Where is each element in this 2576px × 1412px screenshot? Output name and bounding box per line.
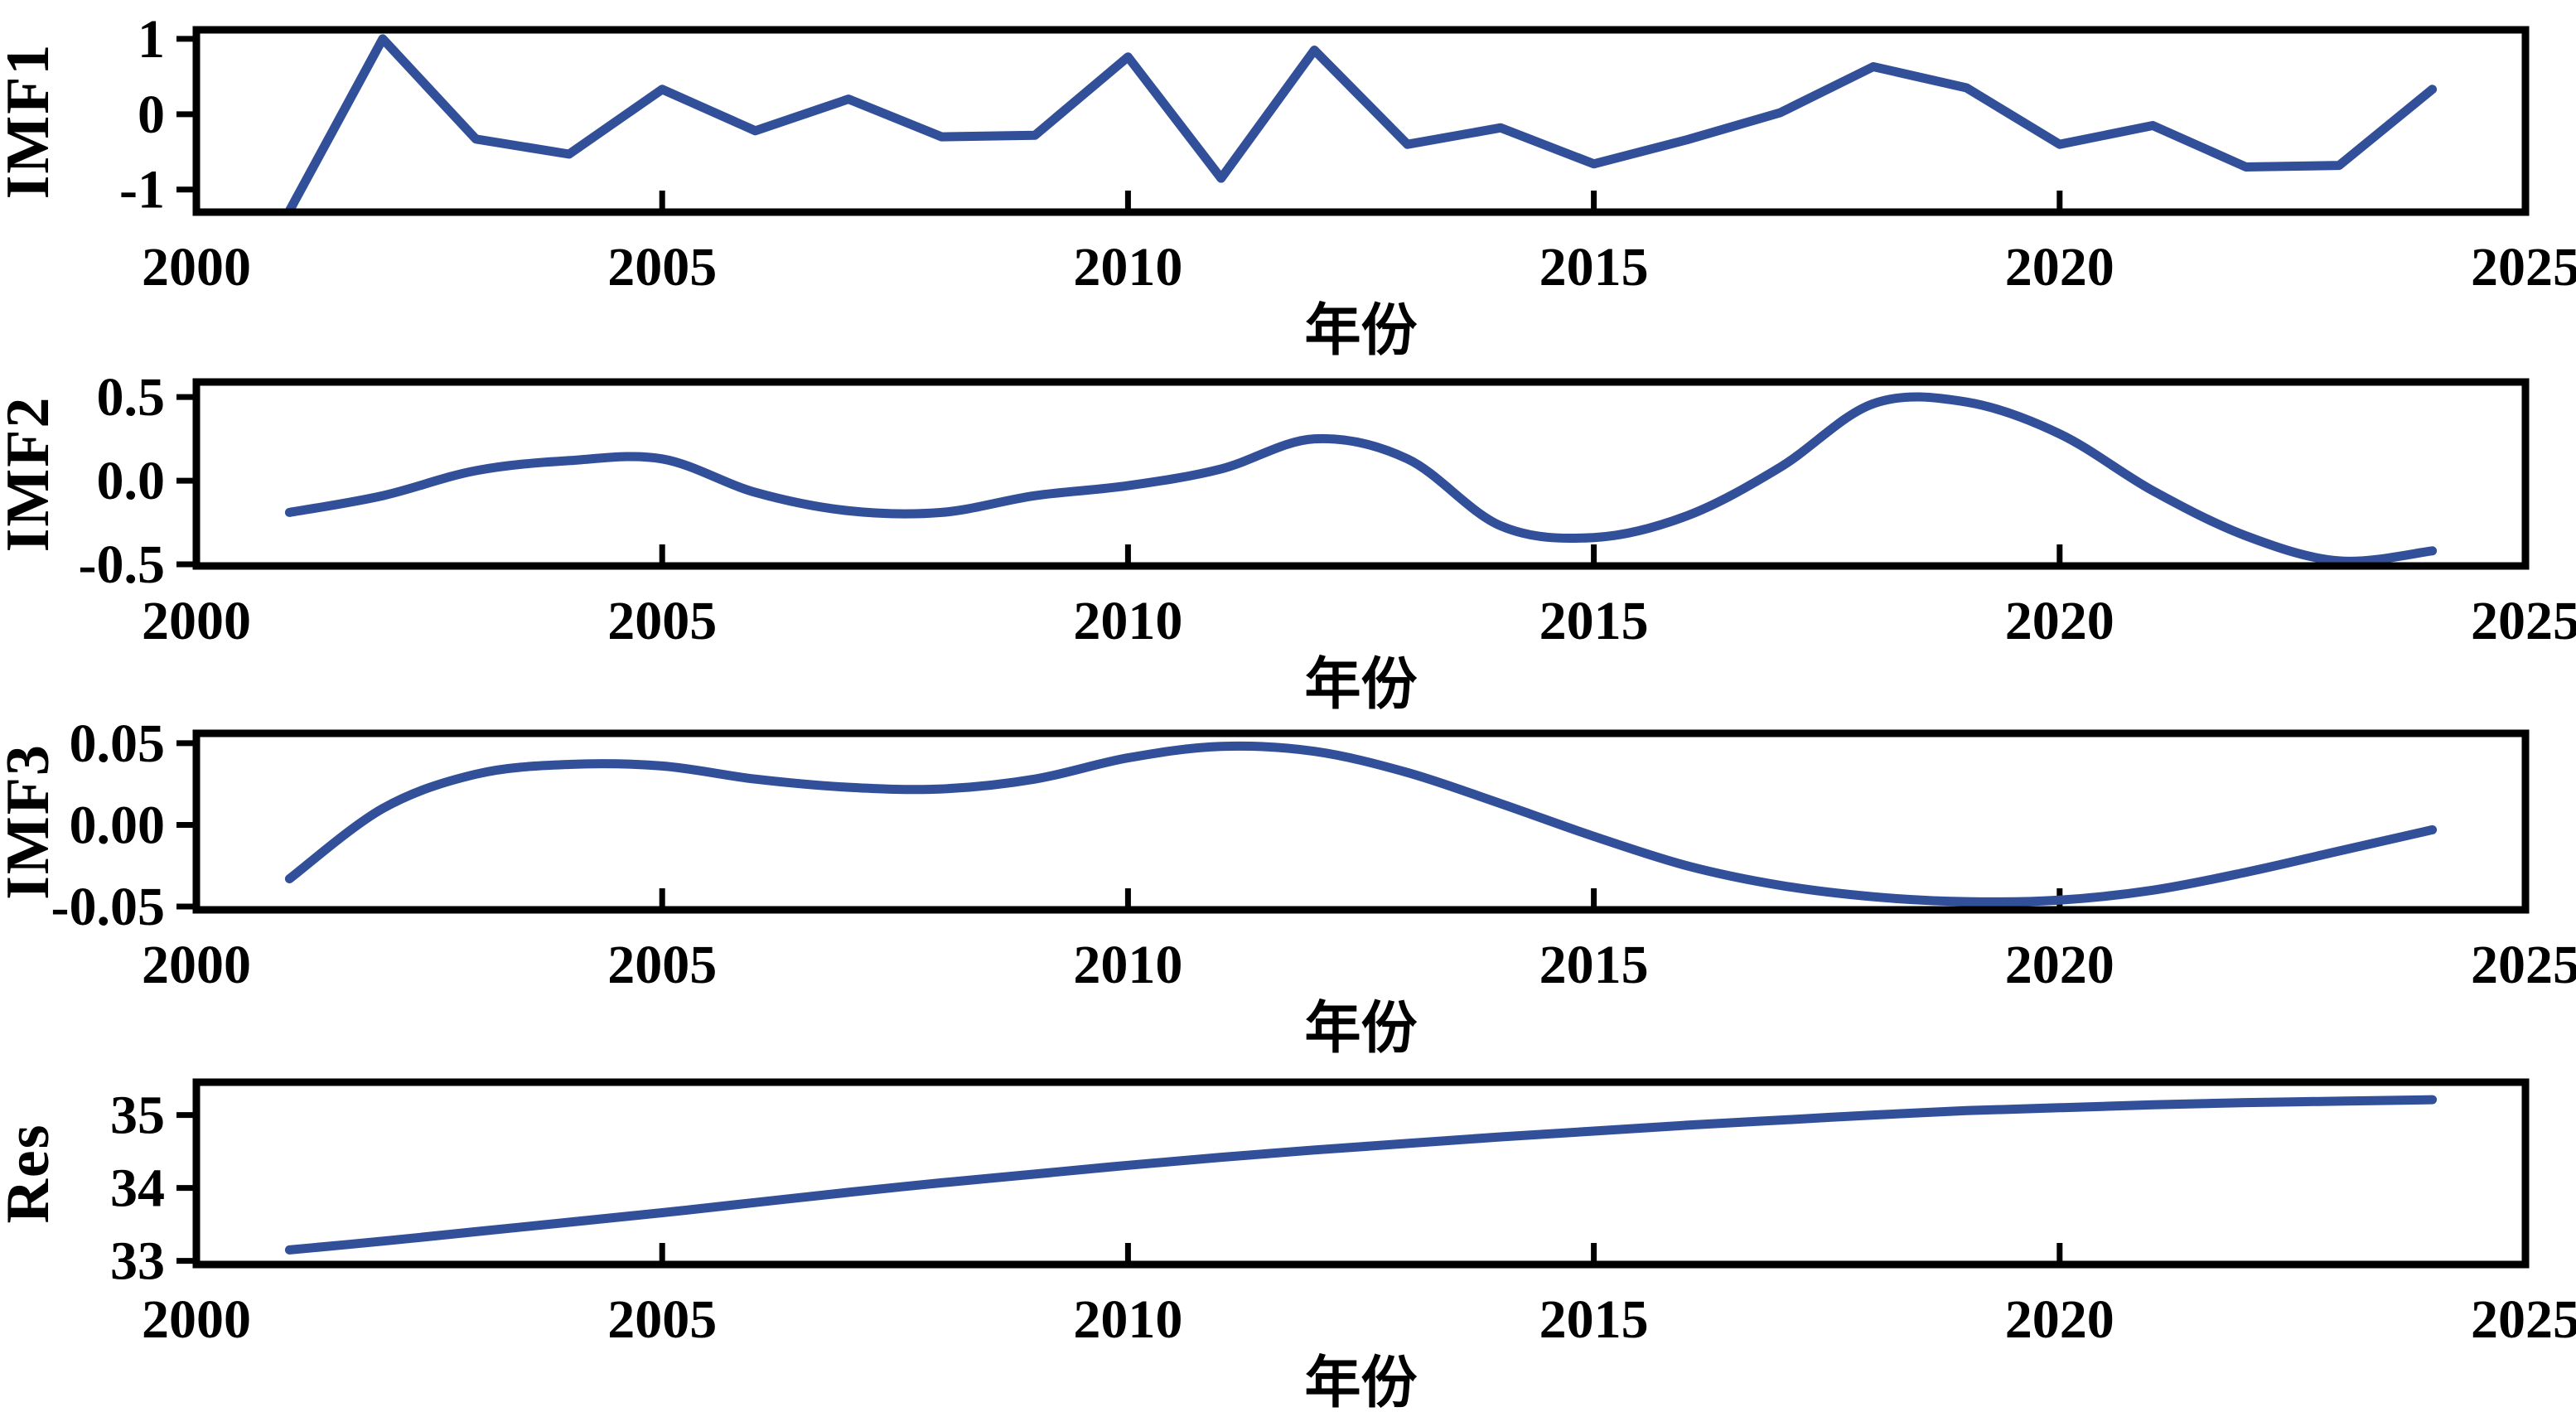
y-axis-label-imf2: IMF2 (0, 396, 62, 553)
x-tick-label: 2020 (2005, 935, 2114, 995)
x-tick-label: 2025 (2471, 935, 2576, 995)
panel-imf1: 1 0 -1 2000 2005 2010 2015 2020 2025 IMF1 年份 (0, 9, 2576, 362)
y-tick-label: 33 (110, 1231, 165, 1292)
x-tick-label: 2015 (1539, 1289, 1649, 1350)
plot-box-imf3 (192, 729, 2530, 914)
plot-box-res (192, 1078, 2530, 1269)
y-tick-label: 1 (138, 9, 165, 70)
y-tick-label: 34 (110, 1158, 165, 1219)
x-tick-label: 2005 (607, 237, 717, 297)
plot-box-imf1 (192, 26, 2530, 216)
y-tick-label: 0 (138, 85, 165, 145)
x-tick-label: 2015 (1539, 591, 1649, 651)
x-axis-label-imf3: 年份 (1304, 997, 1417, 1060)
x-tick-label: 2020 (2005, 237, 2114, 297)
y-axis-label-res: Res (0, 1123, 62, 1223)
x-axis-label-imf1: 年份 (1304, 299, 1417, 362)
x-tick-label: 2000 (142, 1289, 251, 1350)
plot-box-imf2 (192, 378, 2530, 570)
imf3-series-line (284, 741, 2438, 907)
res-series-line (284, 1095, 2438, 1255)
y-tick-label: -0.05 (51, 877, 165, 937)
x-tick-label: 2010 (1073, 237, 1182, 297)
x-tick-label: 2010 (1073, 591, 1182, 651)
x-tick-label: 2015 (1539, 935, 1649, 995)
x-tick-label: 2015 (1539, 237, 1649, 297)
x-tick-label: 2010 (1073, 1289, 1182, 1350)
y-tick-label: -1 (119, 160, 165, 220)
x-axis-label-imf2: 年份 (1304, 653, 1417, 716)
y-axis-label-imf1: IMF1 (0, 43, 62, 200)
x-tick-label: 2025 (2471, 237, 2576, 297)
y-tick-label: 0.0 (97, 451, 166, 511)
y-axis-label-imf3: IMF3 (0, 743, 62, 900)
y-tick-label: -0.5 (79, 534, 165, 595)
x-tick-label: 2000 (142, 935, 251, 995)
y-tick-label: 0.05 (70, 713, 166, 774)
x-tick-label: 2020 (2005, 591, 2114, 651)
x-tick-label: 2005 (607, 1289, 717, 1350)
x-axis-label-res: 年份 (1304, 1352, 1417, 1412)
y-tick-label: 35 (110, 1086, 165, 1146)
x-tick-label: 2000 (142, 591, 251, 651)
y-tick-label: 0.00 (70, 795, 166, 855)
x-tick-label: 2000 (142, 237, 251, 297)
x-tick-label: 2005 (607, 591, 717, 651)
x-tick-label: 2025 (2471, 1289, 2576, 1350)
y-tick-label: 0.5 (97, 367, 166, 428)
x-tick-label: 2025 (2471, 591, 2576, 651)
imf1-series-line (284, 34, 2438, 212)
x-tick-label: 2020 (2005, 1289, 2114, 1350)
x-tick-label: 2010 (1073, 935, 1182, 995)
x-tick-label: 2005 (607, 935, 717, 995)
imf2-series-line (284, 392, 2438, 566)
